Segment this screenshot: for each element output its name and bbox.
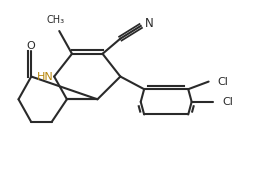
Text: Cl: Cl: [218, 77, 228, 87]
Text: CH₃: CH₃: [46, 15, 65, 25]
Text: O: O: [27, 41, 36, 51]
Text: HN: HN: [37, 72, 54, 82]
Text: Cl: Cl: [222, 97, 233, 107]
Text: N: N: [145, 17, 154, 30]
